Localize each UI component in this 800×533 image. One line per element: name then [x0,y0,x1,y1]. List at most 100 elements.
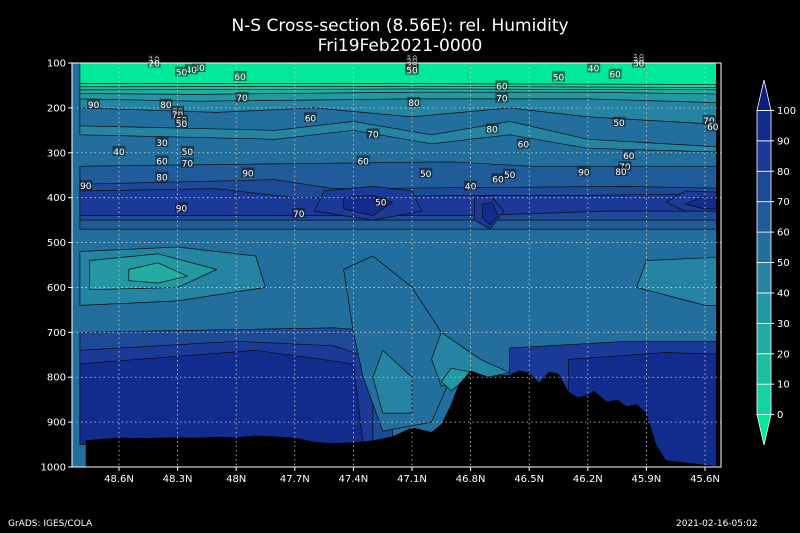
svg-text:40: 40 [186,66,198,76]
axes: 100 200 300 400 500 600 700 800 900 1000 48.6N 48.3… [41,59,722,485]
humidity-band-15 [440,367,475,392]
colorbar-label-10: 100 [777,106,796,117]
footer-right: 2021-02-16-05:02 [676,519,758,529]
svg-text:50: 50 [182,148,194,158]
chart-title: N-S Cross-section (8.56E): rel. Humidity [231,16,569,36]
contour-label-45: 50 [503,168,517,181]
contour-label-36: 50 [180,145,194,158]
contour-label-46: 60 [491,173,505,185]
svg-text:80: 80 [615,168,627,178]
svg-text:20: 20 [148,60,160,70]
contour-label-14: 40 [587,62,601,74]
contour-label-17: 60 [495,80,509,92]
contour-label-26: 50 [175,118,189,130]
contour-label-30: 60 [516,138,530,151]
contour-label-19: 90 [87,98,101,111]
humidity-band-12 [128,262,188,284]
colorbar-label-2: 20 [777,349,790,360]
svg-text:60: 60 [156,157,168,167]
colorbar-segment-3 [756,322,772,355]
y-tick-label-1: 200 [47,103,66,114]
contour-label-20: 80 [159,98,173,111]
contour-label-33: 60 [706,121,720,133]
svg-text:50: 50 [613,119,625,129]
colorbar-label-5: 50 [777,258,790,269]
svg-text:60: 60 [623,152,635,162]
svg-text:70: 70 [182,160,194,170]
x-tick-label-8: 46.2N [573,474,603,485]
contour-label-42: 80 [155,171,169,184]
humidity-band-19 [481,201,499,225]
y-tick-label-4: 500 [47,238,66,249]
colorbar-label-7: 70 [777,197,790,208]
colorbar-segment-10 [756,110,772,142]
svg-text:30: 30 [193,64,205,74]
contour-label-22: 80 [407,97,421,109]
plot-area [72,63,721,467]
humidity-band-8 [343,255,452,432]
colorbar-segment-7 [756,201,772,233]
svg-text:40: 40 [113,148,125,158]
svg-text:50: 50 [375,199,387,209]
contour-label-21: 70 [235,92,249,104]
x-tick-label-6: 46.8N [456,474,486,485]
plot-frame [71,62,722,468]
x-tick-label-5: 47.1N [397,474,427,485]
svg-text:40: 40 [588,64,600,74]
svg-text:70: 70 [293,210,305,220]
colorbar-label-9: 90 [777,136,790,147]
colorbar-segment-0 [756,414,772,446]
humidity-band-5 [79,349,364,445]
svg-text:30: 30 [156,139,168,149]
svg-text:60: 60 [305,114,317,124]
terrain [85,370,721,467]
svg-text:90: 90 [242,169,254,179]
colorbar-segment-4 [756,292,772,324]
y-tick-label-6: 700 [47,328,66,339]
svg-text:50: 50 [406,67,418,77]
contour-label-18: 70 [495,92,509,105]
colorbar-segment-9 [756,140,772,172]
svg-text:80: 80 [160,101,172,111]
svg-text:70: 70 [236,94,248,104]
x-tick-label-9: 45.9N [632,474,662,485]
x-tick-label-7: 46.5N [514,474,544,485]
y-tick-label-7: 800 [47,373,66,384]
colorbar-label-4: 40 [777,288,790,299]
contour-label-49: 90 [79,180,93,192]
contour-label-52: 90 [175,202,189,214]
svg-text:60: 60 [496,82,508,92]
svg-text:50: 50 [176,68,188,78]
contour-label-4: 50 [175,66,189,78]
colorbar-label-6: 60 [777,228,790,239]
contour-label-28: 80 [485,123,499,135]
svg-text:80: 80 [408,99,420,109]
svg-text:90: 90 [578,169,590,179]
contour-label-2: 30 [192,61,206,74]
svg-text:60: 60 [518,141,530,151]
svg-text:90: 90 [80,182,92,192]
x-tick-label-2: 48N [226,474,246,485]
contour-label-29: 70 [366,128,380,140]
contour-label-47: 90 [577,166,591,179]
svg-text:60: 60 [357,157,369,167]
x-tick-label-0: 48.6N [104,474,134,485]
x-tick-label-1: 48.3N [163,474,193,485]
contour-label-50: 40 [464,180,478,192]
colorbar-label-3: 30 [777,319,790,330]
contour-label-37: 60 [155,155,169,167]
colorbar-segment-2 [756,353,772,385]
y-tick-label-9: 1000 [41,463,66,474]
svg-text:60: 60 [707,123,719,133]
svg-text:70: 70 [496,95,508,105]
colorbar-label-1: 10 [777,380,790,391]
contour-label-10: 50 [405,64,419,77]
svg-text:50: 50 [420,170,432,180]
svg-text:80: 80 [486,125,498,135]
svg-text:60: 60 [609,71,621,81]
svg-text:50: 50 [553,73,565,83]
svg-text:50: 50 [176,120,188,130]
contour-label-27: 60 [303,112,317,124]
contour-label-53: 70 [292,207,306,220]
